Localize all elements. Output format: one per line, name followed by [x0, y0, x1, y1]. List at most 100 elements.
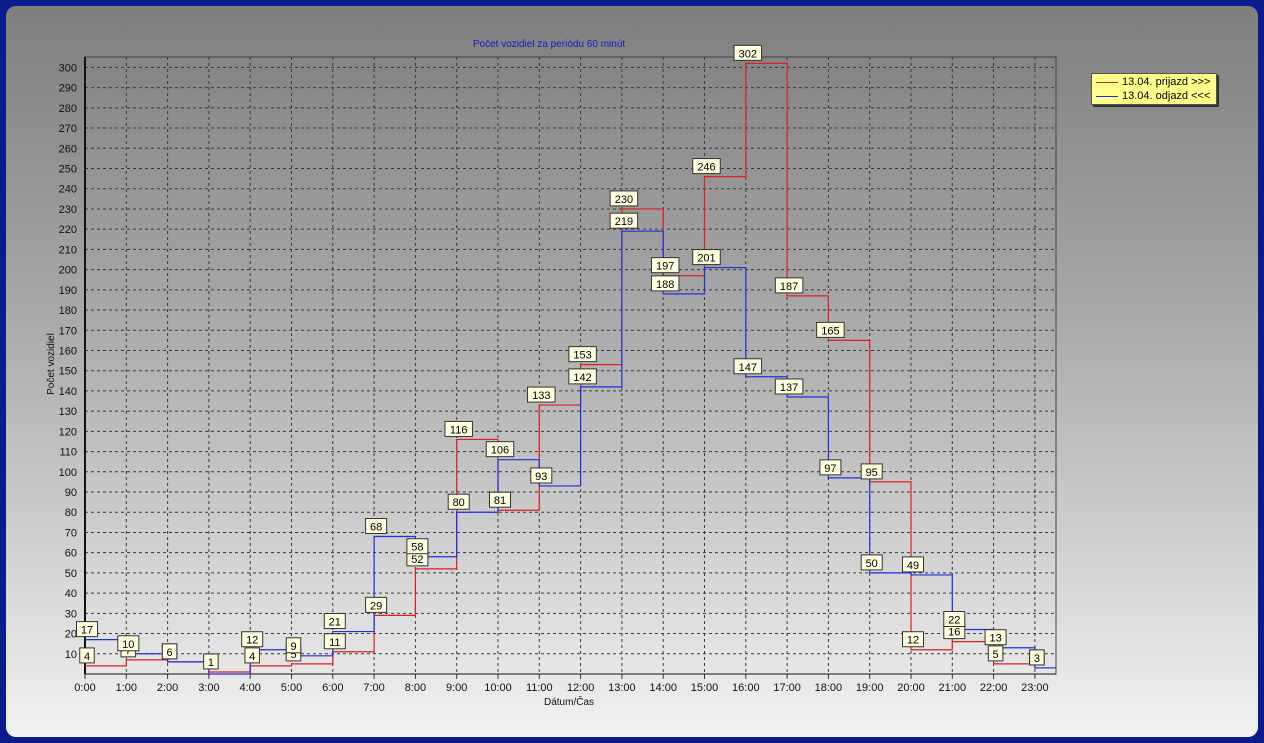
y-tick-label: 230 [59, 204, 77, 216]
legend: 13.04. prijazd >>> 13.04. odjazd <<< [1091, 73, 1217, 105]
data-label-box [241, 631, 264, 648]
data-label: 68 [365, 518, 388, 535]
data-labels: 4761451129521168113315323019724630218716… [76, 44, 1045, 670]
data-label: 201 [692, 249, 721, 266]
data-label-text: 22 [948, 615, 960, 627]
data-label: 142 [568, 368, 597, 385]
data-label-text: 137 [780, 382, 798, 394]
data-label-text: 12 [246, 635, 258, 647]
x-tick-label: 23:00 [1021, 682, 1049, 694]
x-tick-label: 0:00 [74, 682, 95, 694]
data-label-box [285, 637, 302, 654]
data-label: 50 [860, 554, 883, 571]
data-label: 153 [568, 346, 597, 363]
y-tick-label: 180 [59, 305, 77, 317]
data-label-text: 4 [84, 651, 90, 663]
x-tick-label: 9:00 [446, 682, 467, 694]
data-label-text: 68 [370, 522, 382, 534]
data-label: 95 [860, 463, 883, 480]
y-tick-label: 300 [59, 62, 77, 74]
data-label-text: 3 [1034, 653, 1040, 665]
y-tick-label: 290 [59, 83, 77, 95]
data-label-text: 16 [948, 627, 960, 639]
data-label: 302 [733, 44, 763, 61]
data-label-text: 1 [208, 657, 214, 669]
y-tick-label: 140 [59, 386, 77, 398]
data-label-box [365, 596, 388, 613]
data-label-text: 6 [167, 647, 173, 659]
data-label-box [117, 635, 140, 652]
y-tick-label: 30 [65, 608, 77, 620]
data-label-box [568, 346, 597, 363]
y-tick-label: 160 [59, 345, 77, 357]
data-label: 197 [650, 257, 680, 274]
x-tick-label: 10:00 [484, 682, 512, 694]
y-tick-label: 250 [59, 164, 77, 176]
data-label: 11 [323, 633, 346, 650]
y-tick-label: 200 [59, 265, 77, 277]
data-label: 10 [117, 635, 140, 652]
x-tick-label: 18:00 [815, 682, 843, 694]
x-tick-label: 5:00 [281, 682, 302, 694]
data-label-text: 97 [824, 463, 836, 475]
data-label-box [609, 190, 639, 207]
data-label-box [244, 647, 260, 664]
data-label-text: 29 [370, 600, 382, 612]
data-label-box [816, 321, 845, 338]
y-tick-label: 70 [65, 527, 77, 539]
data-label-box [203, 653, 219, 670]
data-label-text: 5 [290, 649, 296, 661]
data-label-box [76, 621, 98, 638]
data-label: 5 [987, 645, 1004, 662]
plot-area [84, 56, 1057, 675]
data-label-box [819, 459, 842, 476]
data-label-text: 17 [81, 625, 93, 637]
data-label-text: 133 [532, 390, 550, 402]
data-label: 6 [161, 643, 178, 660]
data-label-text: 11 [329, 637, 340, 649]
x-axis: 0:00 1:00 2:00 3:00 4:00 5:00 6:00 7:00 8:00 9:00… [74, 673, 1056, 694]
data-label-text: 58 [411, 542, 423, 554]
data-label-box [902, 556, 924, 573]
data-label-text: 153 [573, 350, 591, 362]
x-tick-label: 12:00 [567, 682, 595, 694]
data-label-box [79, 647, 95, 664]
data-label-text: 165 [821, 325, 839, 337]
data-label: 3 [1029, 649, 1045, 666]
y-axis-title: Počet vozidiel [46, 333, 57, 395]
y-tick-label: 90 [65, 487, 77, 499]
y-tick-label: 150 [59, 366, 77, 378]
data-label: 52 [406, 550, 429, 567]
data-label-text: 147 [739, 362, 757, 374]
data-label: 4 [244, 647, 260, 664]
x-tick-label: 19:00 [856, 682, 884, 694]
data-label-text: 4 [249, 651, 255, 663]
x-tick-label: 7:00 [363, 682, 384, 694]
data-label-text: 230 [615, 194, 633, 206]
data-label-box [447, 493, 470, 510]
data-label-box [860, 463, 883, 480]
x-tick-label: 2:00 [157, 682, 178, 694]
data-label-text: 5 [993, 649, 999, 661]
x-tick-label: 8:00 [405, 682, 426, 694]
y-tick-label: 10 [65, 649, 77, 661]
y-tick-label: 80 [65, 507, 77, 519]
x-tick-label: 22:00 [980, 682, 1008, 694]
data-label-text: 81 [494, 495, 506, 507]
data-label: 12 [241, 631, 264, 648]
data-label-text: 13 [989, 633, 1001, 645]
data-label-box [650, 275, 680, 292]
series-line-1 [85, 230, 1056, 675]
data-label-box [733, 358, 763, 375]
data-label-box [530, 467, 553, 484]
data-label: 12 [902, 631, 924, 648]
y-tick-label: 40 [65, 588, 77, 600]
data-label-box [860, 554, 883, 571]
data-label-box [323, 613, 346, 630]
data-label-box [943, 611, 966, 628]
data-label: 97 [819, 459, 842, 476]
data-label: 80 [447, 493, 470, 510]
data-label: 106 [485, 441, 515, 458]
y-tick-label: 260 [59, 143, 77, 155]
